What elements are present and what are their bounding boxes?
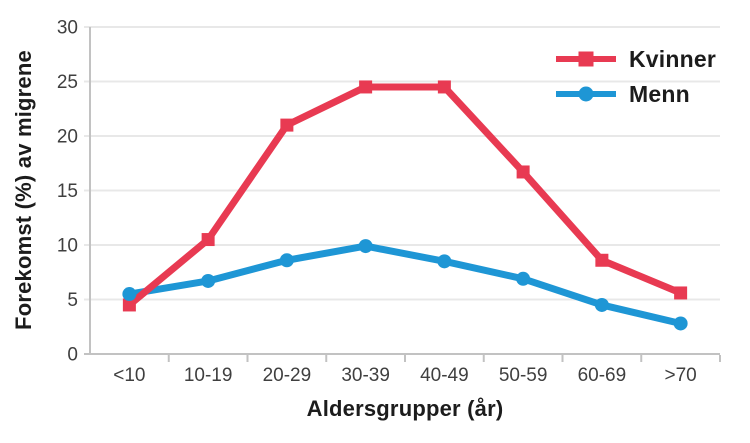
- series-line-menn: [125, 242, 685, 327]
- data-point-menn-60-69: [594, 297, 609, 312]
- y-tick-label-10: 10: [57, 236, 78, 257]
- data-point-kvinner-<10: [122, 298, 136, 312]
- data-point-kvinner-30-39: [359, 80, 373, 94]
- data-point-kvinner-60-69: [595, 253, 609, 267]
- series-line-kvinner: [125, 83, 685, 309]
- data-point-kvinner-20-29: [280, 118, 294, 132]
- data-point-menn-50-59: [516, 271, 531, 286]
- data-point-menn-<10: [122, 287, 137, 302]
- x-tick-label-7: >70: [665, 365, 697, 386]
- y-axis-title: Forekomst (%) av migrene: [11, 50, 36, 330]
- x-tick-label-1: 10-19: [184, 365, 233, 386]
- y-tick-label-25: 25: [57, 72, 78, 93]
- data-point-kvinner-10-19: [201, 233, 215, 247]
- y-tick-label-0: 0: [67, 345, 78, 366]
- data-point-kvinner-40-49: [437, 80, 451, 94]
- data-point-menn-10-19: [201, 273, 216, 288]
- x-tick-label-4: 40-49: [420, 365, 469, 386]
- y-tick-label-30: 30: [57, 18, 78, 39]
- data-point-menn-20-29: [279, 253, 294, 268]
- x-tick-label-2: 20-29: [263, 365, 312, 386]
- y-tick-label-15: 15: [57, 181, 78, 202]
- legend-entry-kvinner: Kvinner: [556, 46, 716, 72]
- legend-label-menn: Menn: [629, 80, 690, 107]
- y-tick-label-5: 5: [67, 290, 78, 311]
- x-tick-label-5: 50-59: [499, 365, 548, 386]
- x-tick-label-0: <10: [113, 365, 145, 386]
- legend-entry-menn: Menn: [556, 81, 716, 107]
- data-point-menn->70: [673, 316, 688, 331]
- data-point-kvinner->70: [674, 286, 688, 300]
- kvinner-square-marker-icon: [578, 51, 594, 67]
- x-tick-label-3: 30-39: [341, 365, 390, 386]
- data-point-kvinner-50-59: [516, 165, 530, 179]
- menn-circle-marker-icon: [578, 86, 594, 102]
- x-axis-title: Aldersgrupper (år): [306, 396, 504, 421]
- kvinner-line-swatch: [556, 51, 616, 67]
- x-tick-label-6: 60-69: [578, 365, 627, 386]
- legend: Kvinner Menn: [556, 46, 716, 107]
- data-point-menn-30-39: [358, 239, 373, 254]
- menn-line-swatch: [556, 86, 616, 102]
- y-tick-label-20: 20: [57, 127, 78, 148]
- legend-label-kvinner: Kvinner: [629, 45, 717, 72]
- data-point-menn-40-49: [437, 254, 452, 269]
